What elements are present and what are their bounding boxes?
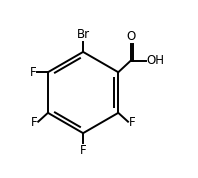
Text: F: F: [80, 144, 86, 157]
Text: F: F: [30, 66, 36, 79]
Text: OH: OH: [146, 54, 164, 67]
Text: Br: Br: [77, 28, 90, 41]
Text: F: F: [31, 116, 37, 129]
Text: F: F: [129, 116, 135, 129]
Text: O: O: [126, 30, 135, 43]
